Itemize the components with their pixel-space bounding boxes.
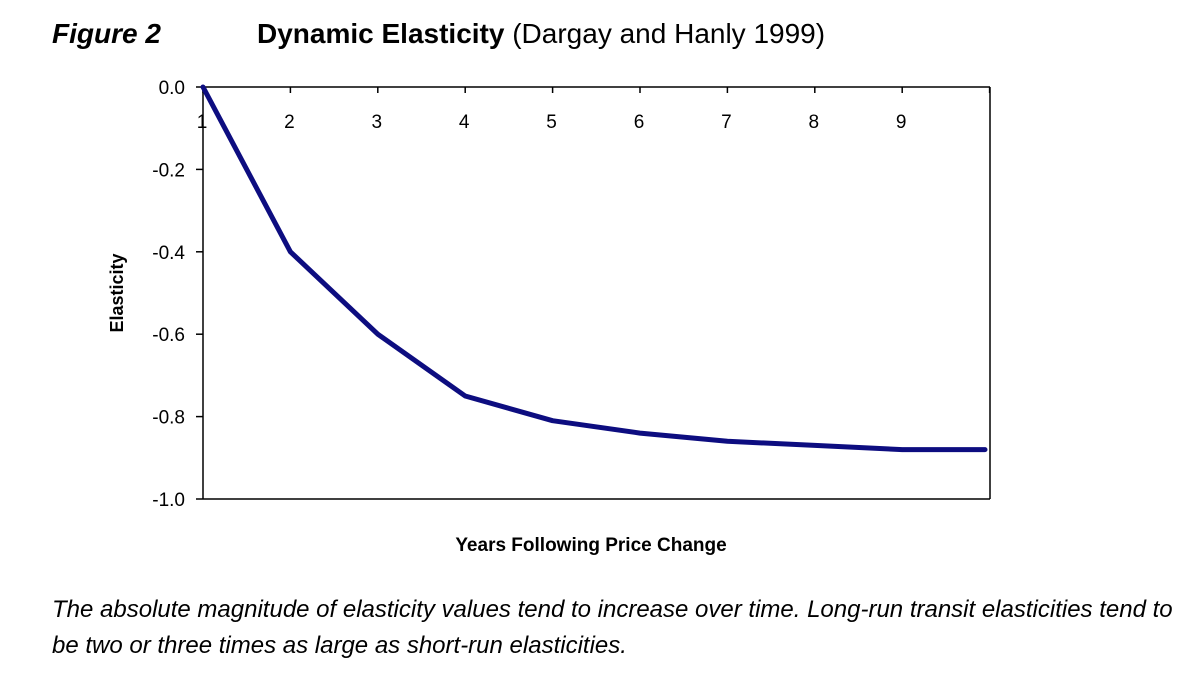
- chart-source: (Dargay and Hanly 1999): [512, 18, 826, 49]
- y-tick-label: -0.2: [152, 160, 185, 181]
- y-tick-label: 0.0: [159, 78, 185, 99]
- figure-title: Dynamic Elasticity (Dargay and Hanly 199…: [257, 18, 825, 50]
- chart-title: Dynamic Elasticity: [257, 18, 505, 49]
- y-tick-label: -0.6: [152, 325, 185, 346]
- x-tick-label: 2: [284, 112, 295, 133]
- y-tick-label: -1.0: [152, 490, 185, 511]
- y-axis-label: Elasticity: [107, 253, 127, 332]
- elasticity-chart: 0.0 -0.2 -0.4 -0.6 -0.8 -1.0 1 2 3 4 5 6 7 8 9 Elasti…: [107, 78, 991, 556]
- x-tick-label: 5: [546, 112, 557, 133]
- x-tick-label: 9: [896, 112, 907, 133]
- x-tick-label: 3: [372, 112, 383, 133]
- y-tick-label: -0.8: [152, 408, 185, 429]
- x-tick-label: 1: [197, 112, 208, 133]
- figure-label: Figure 2: [52, 18, 161, 49]
- x-tick-label: 6: [634, 112, 645, 133]
- series-line-elasticity: [200, 84, 988, 453]
- y-axis-ticks: 0.0 -0.2 -0.4 -0.6 -0.8 -1.0: [152, 78, 203, 511]
- y-tick-label: -0.4: [152, 243, 185, 264]
- x-tick-label: 8: [809, 112, 820, 133]
- x-tick-label: 7: [721, 112, 732, 133]
- x-tick-label: 4: [459, 112, 470, 133]
- x-axis-label: Years Following Price Change: [455, 535, 726, 556]
- figure-caption: The absolute magnitude of elasticity val…: [52, 596, 1173, 659]
- x-axis-ticks: 1 2 3 4 5 6 7 8 9: [197, 87, 991, 133]
